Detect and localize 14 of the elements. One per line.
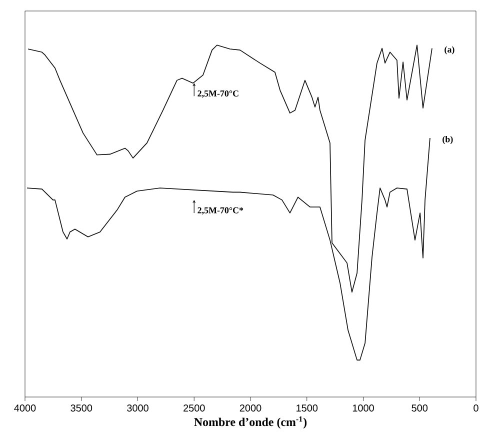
x-tick-label: 2000	[240, 404, 262, 412]
annotation: 2,5M-70°C	[198, 90, 238, 98]
x-tick-label: 500	[412, 404, 428, 412]
x-axis-title: Nombre d’onde (cm$^{-1}$)	[194, 416, 307, 429]
x-tick-label: 1500	[296, 404, 318, 412]
x-tick-label: 4000	[14, 404, 36, 412]
x-tick-label: 2500	[184, 404, 205, 412]
series-label: (b)	[442, 136, 453, 144]
series-label: (a)	[444, 46, 454, 54]
x-tick-label: 3500	[70, 404, 92, 412]
annotation: 2,5M-70°C*	[198, 207, 244, 215]
x-tick-label: 1000	[352, 404, 374, 412]
x-tick-label: 3000	[127, 404, 148, 412]
x-tick-label: 0	[474, 404, 478, 412]
